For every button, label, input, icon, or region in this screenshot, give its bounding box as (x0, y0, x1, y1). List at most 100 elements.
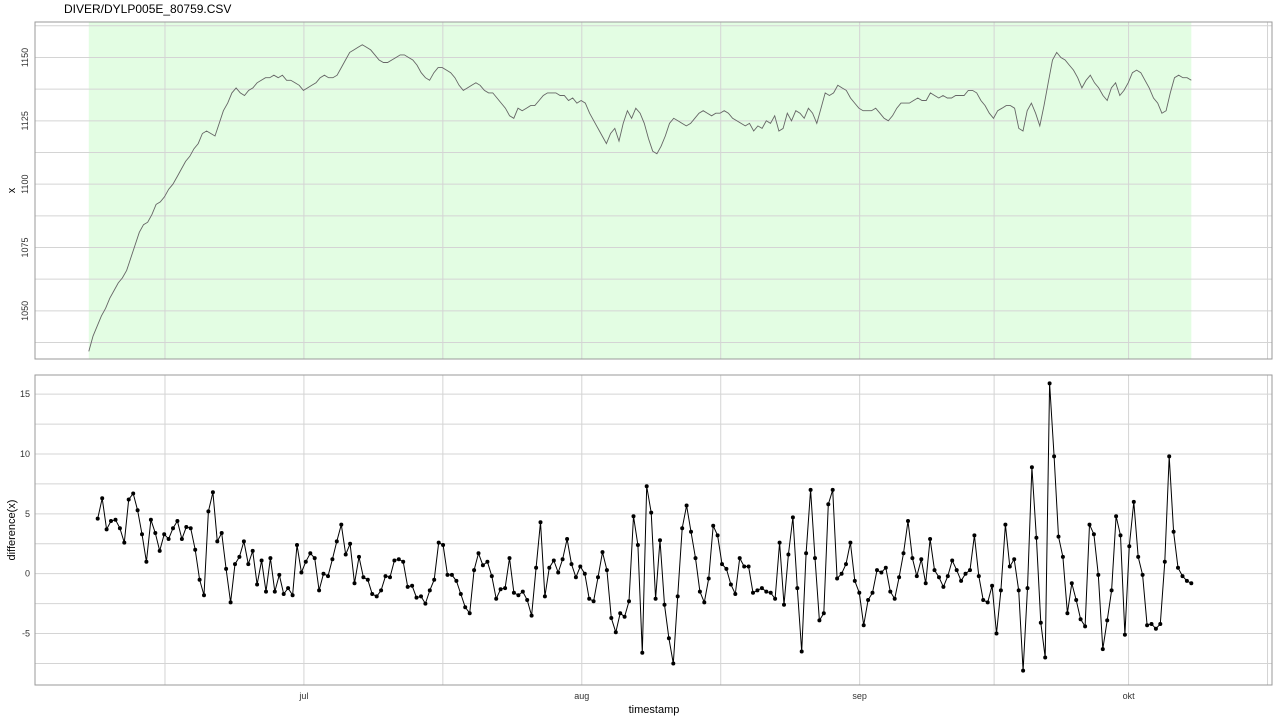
data-point (883, 565, 888, 570)
data-point (733, 592, 738, 596)
bottom-series-points (95, 381, 1194, 673)
data-point (480, 563, 485, 568)
data-point (1043, 655, 1048, 660)
data-point (272, 589, 277, 594)
data-point (489, 574, 494, 579)
data-point (162, 532, 167, 537)
data-point (268, 556, 273, 561)
bottom-panel: -5 0 5 10 15 jul aug sep okt difference(x) time… (6, 374, 1273, 716)
data-point (250, 548, 255, 553)
data-point (808, 487, 813, 492)
data-point (764, 589, 769, 594)
data-point (215, 539, 220, 544)
data-point (352, 581, 357, 586)
data-point (255, 582, 260, 587)
data-point (737, 556, 742, 561)
data-point (897, 575, 902, 580)
data-point (1158, 622, 1163, 626)
data-point (210, 490, 215, 495)
data-point (795, 586, 800, 591)
data-point (914, 574, 919, 579)
data-point (976, 574, 981, 579)
x-ticks: jul aug sep okt (298, 691, 1135, 701)
data-point (547, 565, 552, 570)
data-point (706, 576, 711, 581)
y-tick-label: 1075 (20, 237, 30, 257)
data-point (467, 611, 472, 616)
data-point (441, 543, 446, 547)
y-tick-label: 1125 (20, 111, 30, 130)
data-point (1091, 532, 1096, 537)
data-point (826, 502, 831, 507)
data-point (542, 594, 547, 599)
data-point (277, 572, 282, 577)
data-point (117, 526, 122, 531)
data-point (379, 588, 384, 593)
data-point (476, 551, 481, 556)
data-point (981, 598, 986, 602)
data-point (1153, 626, 1158, 631)
data-point (1096, 572, 1101, 577)
data-point (972, 533, 977, 538)
data-point (954, 568, 959, 573)
data-point (1074, 598, 1079, 602)
data-point (534, 565, 539, 570)
data-point (1060, 554, 1065, 559)
data-point (206, 509, 211, 514)
data-point (295, 543, 299, 547)
data-point (427, 588, 432, 593)
data-point (848, 540, 853, 545)
data-point (1100, 647, 1105, 652)
data-point (1038, 620, 1043, 625)
data-point (945, 574, 950, 579)
data-point (565, 537, 570, 541)
top-gridlines (35, 22, 1272, 359)
data-point (684, 503, 689, 508)
data-point (370, 592, 375, 596)
data-point (697, 589, 702, 594)
data-point (1140, 572, 1145, 577)
data-point (1167, 454, 1172, 459)
data-point (1052, 454, 1057, 459)
top-panel: 1050 1075 1100 1125 1150 x (6, 21, 1273, 360)
data-point (932, 568, 937, 573)
data-point (188, 526, 193, 531)
data-point (1149, 622, 1154, 626)
data-point (910, 556, 915, 561)
data-point (875, 568, 879, 573)
data-point (365, 577, 370, 582)
data-point (990, 583, 995, 588)
data-point (671, 661, 676, 666)
data-point (241, 539, 246, 544)
x-tick-label: aug (574, 691, 589, 701)
data-point (436, 540, 441, 545)
data-point (963, 571, 968, 576)
bottom-y-ticks: -5 0 5 10 15 (20, 389, 30, 638)
data-point (782, 602, 786, 607)
data-point (330, 557, 335, 562)
data-point (1007, 564, 1012, 569)
data-point (693, 556, 698, 561)
data-point (193, 547, 198, 552)
bottom-gridlines (35, 375, 1272, 685)
data-point (649, 510, 654, 515)
data-point (414, 595, 419, 600)
data-point (746, 564, 751, 569)
data-point (959, 578, 964, 583)
data-point (157, 548, 162, 553)
data-point (839, 571, 844, 576)
data-point (777, 540, 782, 545)
data-point (1145, 623, 1150, 628)
data-point (520, 589, 525, 594)
data-point (587, 596, 592, 601)
data-point (303, 559, 308, 564)
data-point (405, 584, 410, 589)
y-tick-label: 15 (20, 389, 30, 399)
data-point (264, 589, 268, 594)
data-point (994, 631, 999, 636)
data-point (968, 568, 972, 573)
data-point (1105, 618, 1110, 623)
data-point (233, 562, 237, 567)
x-tick-label: okt (1123, 691, 1136, 701)
